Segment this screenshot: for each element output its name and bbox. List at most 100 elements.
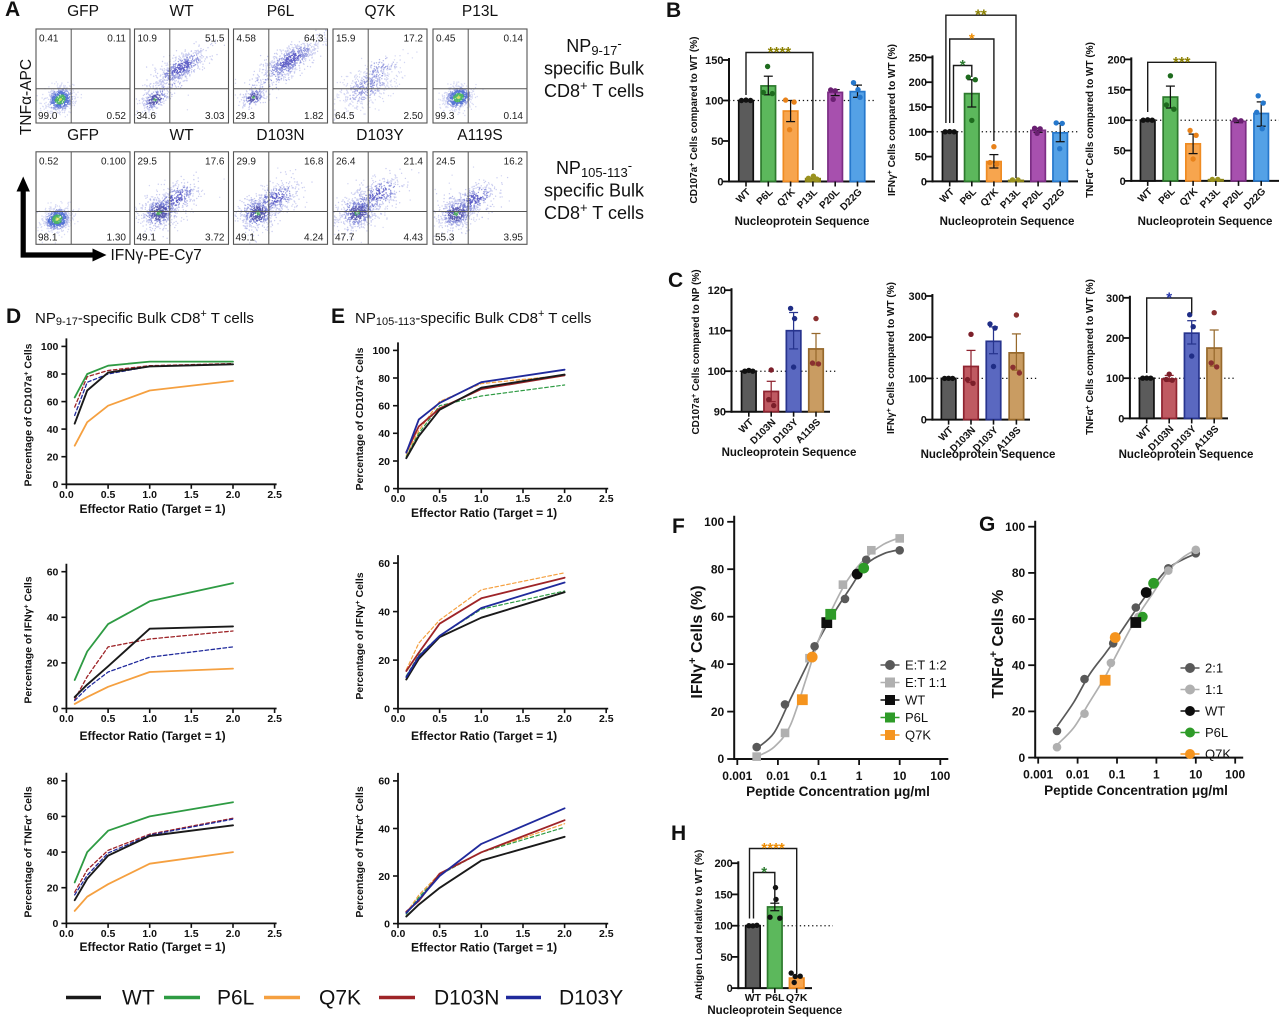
svg-text:P6L: P6L bbox=[1205, 725, 1228, 740]
svg-text:Peptide Concentration μg/ml: Peptide Concentration μg/ml bbox=[746, 784, 930, 799]
svg-text:20: 20 bbox=[47, 883, 59, 895]
svg-text:2.0: 2.0 bbox=[557, 493, 572, 505]
svg-text:0: 0 bbox=[384, 483, 390, 495]
svg-text:B: B bbox=[666, 0, 681, 22]
svg-text:GFP: GFP bbox=[67, 127, 99, 144]
svg-text:1.5: 1.5 bbox=[516, 713, 531, 725]
svg-text:0: 0 bbox=[384, 703, 390, 715]
svg-text:0.01: 0.01 bbox=[766, 769, 790, 783]
svg-text:1.0: 1.0 bbox=[142, 928, 157, 940]
svg-text:29.9: 29.9 bbox=[237, 156, 257, 167]
svg-text:***: *** bbox=[1173, 54, 1191, 71]
svg-text:15.9: 15.9 bbox=[336, 34, 356, 45]
svg-text:200: 200 bbox=[1106, 333, 1124, 345]
svg-text:64.5: 64.5 bbox=[335, 111, 355, 122]
svg-text:D103Y: D103Y bbox=[356, 127, 403, 144]
svg-text:Effector Ratio (Target = 1): Effector Ratio (Target = 1) bbox=[411, 506, 557, 520]
svg-text:0.0: 0.0 bbox=[59, 489, 74, 501]
svg-text:40: 40 bbox=[378, 428, 390, 440]
svg-text:200: 200 bbox=[909, 77, 927, 89]
svg-text:0.5: 0.5 bbox=[101, 713, 116, 725]
svg-text:26.4: 26.4 bbox=[336, 156, 356, 167]
svg-text:20: 20 bbox=[47, 452, 59, 464]
svg-text:120: 120 bbox=[708, 285, 726, 297]
svg-text:NP105-113-: NP105-113- bbox=[556, 158, 632, 180]
svg-text:1.5: 1.5 bbox=[516, 928, 531, 940]
svg-text:4.43: 4.43 bbox=[404, 232, 424, 243]
svg-text:0: 0 bbox=[53, 479, 59, 491]
svg-text:24.5: 24.5 bbox=[436, 156, 456, 167]
svg-text:3.72: 3.72 bbox=[205, 232, 225, 243]
svg-text:0.0: 0.0 bbox=[391, 493, 406, 505]
svg-text:NP9-17-specific Bulk CD8+ T ce: NP9-17-specific Bulk CD8+ T cells bbox=[35, 308, 254, 328]
svg-text:TNFα-APC: TNFα-APC bbox=[18, 59, 35, 135]
svg-text:60: 60 bbox=[378, 776, 390, 788]
svg-text:1.5: 1.5 bbox=[516, 493, 531, 505]
svg-text:Nucleoprotein Sequence: Nucleoprotein Sequence bbox=[1119, 449, 1254, 461]
svg-text:WT: WT bbox=[122, 987, 155, 1010]
svg-text:40: 40 bbox=[1012, 658, 1026, 672]
svg-text:P6L: P6L bbox=[905, 710, 928, 725]
svg-text:Peptide Concentration μg/ml: Peptide Concentration μg/ml bbox=[1044, 783, 1228, 798]
svg-text:Effector Ratio (Target = 1): Effector Ratio (Target = 1) bbox=[79, 940, 225, 954]
svg-text:CD8+ T cells: CD8+ T cells bbox=[544, 200, 644, 224]
svg-text:0.0: 0.0 bbox=[391, 928, 406, 940]
svg-text:P6L: P6L bbox=[765, 992, 785, 1004]
svg-text:1.5: 1.5 bbox=[184, 928, 199, 940]
svg-text:100: 100 bbox=[909, 127, 927, 139]
svg-text:0: 0 bbox=[384, 918, 390, 930]
svg-text:3.95: 3.95 bbox=[504, 232, 524, 243]
svg-text:Effector Ratio (Target = 1): Effector Ratio (Target = 1) bbox=[411, 729, 557, 743]
svg-text:1: 1 bbox=[1153, 768, 1160, 782]
svg-text:2.5: 2.5 bbox=[599, 928, 614, 940]
svg-text:D: D bbox=[6, 305, 21, 328]
svg-text:1: 1 bbox=[856, 769, 863, 783]
svg-text:20: 20 bbox=[1012, 705, 1026, 719]
svg-text:4.24: 4.24 bbox=[304, 232, 324, 243]
svg-text:****: **** bbox=[761, 840, 785, 857]
svg-text:0.5: 0.5 bbox=[432, 928, 447, 940]
svg-text:Effector Ratio (Target = 1): Effector Ratio (Target = 1) bbox=[79, 729, 225, 743]
svg-text:Q7K: Q7K bbox=[364, 3, 396, 20]
svg-text:150: 150 bbox=[705, 55, 723, 67]
svg-text:50: 50 bbox=[915, 152, 927, 164]
svg-text:20: 20 bbox=[711, 705, 725, 719]
svg-text:29.5: 29.5 bbox=[138, 156, 158, 167]
svg-text:P13L: P13L bbox=[462, 3, 499, 20]
svg-text:F: F bbox=[672, 515, 685, 538]
svg-text:E:T 1:1: E:T 1:1 bbox=[905, 675, 947, 690]
svg-text:0.11: 0.11 bbox=[107, 34, 126, 45]
svg-text:0: 0 bbox=[53, 703, 59, 715]
svg-text:1.0: 1.0 bbox=[474, 928, 489, 940]
svg-text:50: 50 bbox=[721, 952, 733, 964]
svg-text:0.001: 0.001 bbox=[1023, 768, 1053, 782]
svg-text:1.0: 1.0 bbox=[142, 489, 157, 501]
svg-text:2.5: 2.5 bbox=[267, 713, 282, 725]
svg-text:NP9-17-: NP9-17- bbox=[566, 36, 621, 58]
svg-text:WT: WT bbox=[169, 3, 194, 20]
svg-text:1.5: 1.5 bbox=[184, 713, 199, 725]
svg-text:20: 20 bbox=[378, 456, 390, 468]
svg-text:16.2: 16.2 bbox=[504, 156, 524, 167]
svg-text:50: 50 bbox=[1114, 146, 1126, 158]
svg-text:Nucleoprotein Sequence: Nucleoprotein Sequence bbox=[707, 1005, 842, 1017]
svg-text:250: 250 bbox=[909, 52, 927, 64]
svg-text:0.0: 0.0 bbox=[59, 713, 74, 725]
svg-text:0: 0 bbox=[1118, 413, 1124, 425]
svg-text:2.0: 2.0 bbox=[226, 713, 241, 725]
svg-text:60: 60 bbox=[47, 811, 59, 823]
svg-text:CD107a+ Cells compared to WT (: CD107a+ Cells compared to WT (%) bbox=[689, 37, 701, 204]
svg-text:P6L: P6L bbox=[267, 3, 295, 20]
svg-text:WT: WT bbox=[905, 693, 925, 708]
svg-text:*: * bbox=[761, 864, 767, 881]
svg-text:100: 100 bbox=[708, 366, 726, 378]
svg-text:Effector Ratio (Target = 1): Effector Ratio (Target = 1) bbox=[79, 502, 225, 516]
svg-text:2.5: 2.5 bbox=[599, 493, 614, 505]
svg-text:0.001: 0.001 bbox=[722, 769, 752, 783]
svg-text:98.1: 98.1 bbox=[38, 232, 58, 243]
svg-text:Nucleoprotein Sequence: Nucleoprotein Sequence bbox=[1138, 216, 1273, 228]
svg-text:TNFα+ Cells %: TNFα+ Cells % bbox=[988, 590, 1007, 699]
svg-text:Effector Ratio (Target = 1): Effector Ratio (Target = 1) bbox=[411, 941, 557, 955]
svg-text:0: 0 bbox=[727, 983, 733, 995]
svg-text:47.7: 47.7 bbox=[335, 232, 355, 243]
